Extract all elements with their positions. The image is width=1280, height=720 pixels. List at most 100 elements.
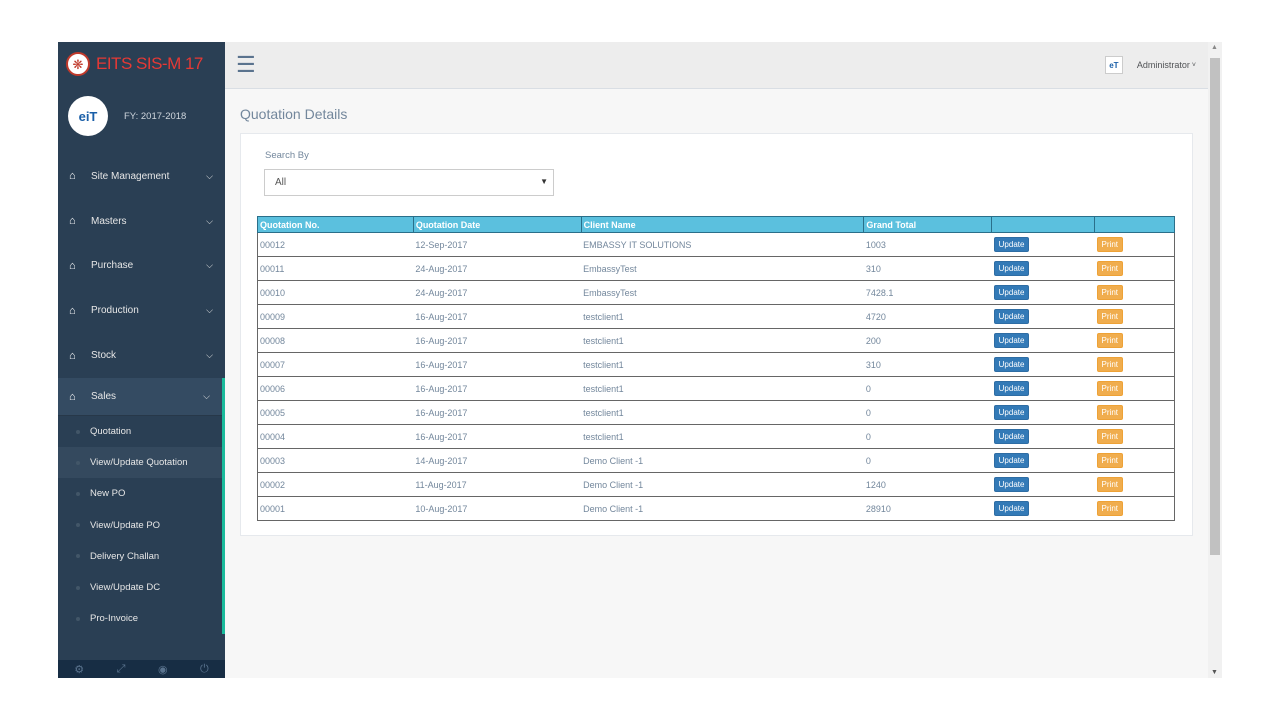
page-title: Quotation Details [240,106,348,122]
app-window: ❋ EITS SIS-M 17 eiT FY: 2017-2018 ⌂ Site… [58,42,1222,678]
print-button[interactable]: Print [1096,357,1123,372]
table-cell: Print [1094,304,1175,329]
column-header[interactable]: Client Name [580,216,865,233]
table-cell: Print [1094,400,1175,425]
lock-icon[interactable]: ◉ [157,663,168,676]
update-button[interactable]: Update [993,429,1030,444]
table-cell: 00012 [257,232,414,257]
table-cell: 12-Sep-2017 [413,232,582,257]
power-icon[interactable]: ⏻ [200,662,209,675]
home-icon: ⌂ [69,390,76,403]
update-button[interactable]: Update [993,237,1030,252]
column-header[interactable]: Quotation Date [412,216,582,233]
quotation-table: Quotation No. Quotation Date Client Name… [257,216,1175,521]
table-row: 00010 24-Aug-2017 EmbassyTest 7428.1 Update P… [257,280,1175,305]
update-button[interactable]: Update [993,285,1030,300]
sidebar-item-production[interactable]: ⌂ Production ⌵ [58,288,225,333]
chevron-down-icon: ⌵ [206,350,213,361]
print-button[interactable]: Print [1096,429,1123,444]
update-button[interactable]: Update [993,357,1030,372]
update-button[interactable]: Update [993,309,1030,324]
table-cell: 00011 [257,256,414,281]
sidebar-item-masters[interactable]: ⌂ Masters ⌵ [58,199,225,244]
table-cell: Update [991,448,1095,473]
print-button[interactable]: Print [1096,477,1123,492]
table-cell: Print [1094,352,1175,377]
print-button[interactable]: Print [1096,309,1123,324]
paw-icon: ❋ [66,52,90,76]
print-button[interactable]: Print [1096,285,1123,300]
table-row: 00004 16-Aug-2017 testclient1 0 Update Print [257,424,1175,449]
brand[interactable]: ❋ EITS SIS-M 17 [58,42,225,86]
submenu-item-quotation[interactable]: Quotation [58,416,222,447]
update-button[interactable]: Update [993,333,1030,348]
bullet-icon [76,585,80,590]
update-button[interactable]: Update [993,453,1030,468]
fullscreen-icon[interactable]: ⤢ [116,662,126,675]
sidebar-item-sales[interactable]: ⌂ Sales ⌵ [58,377,225,416]
scroll-up-icon[interactable]: ▲ [1211,44,1218,51]
sidebar-item-label: Stock [91,350,117,362]
settings-icon[interactable]: ⚙ [74,663,85,676]
table-cell: Print [1094,232,1175,257]
column-header[interactable]: Grand Total [863,216,993,233]
submenu-item-pro-invoice[interactable]: Pro-Invoice [58,603,222,634]
table-row: 00003 14-Aug-2017 Demo Client -1 0 Update Pri… [257,448,1175,473]
table-cell: Update [991,376,1095,401]
print-button[interactable]: Print [1096,501,1123,516]
main-content: Quotation Details Search By All ▼ Quotat… [225,89,1208,678]
chevron-down-icon: ⌵ [206,260,213,271]
top-nav: ☰ eT Administrator ˅ [225,42,1208,89]
bullet-icon [76,523,80,528]
table-cell: 00002 [257,472,414,497]
table-body: 00012 12-Sep-2017 EMBASSY IT SOLUTIONS 1003… [257,232,1175,521]
submenu-item-new-po[interactable]: New PO [58,478,222,509]
bullet-icon [76,616,80,621]
print-button[interactable]: Print [1096,405,1123,420]
update-button[interactable]: Update [993,405,1030,420]
print-button[interactable]: Print [1096,381,1123,396]
update-button[interactable]: Update [993,501,1030,516]
table-cell: 10-Aug-2017 [413,496,582,521]
update-button[interactable]: Update [993,261,1030,276]
scroll-down-icon[interactable]: ▼ [1211,669,1218,676]
scroll-thumb[interactable] [1210,58,1220,555]
print-button[interactable]: Print [1096,261,1123,276]
submenu-item-view-update-quotation[interactable]: View/Update Quotation [58,447,222,479]
user-menu[interactable]: eT Administrator ˅ [1104,56,1196,74]
sidebar-item-site-management[interactable]: ⌂ Site Management ⌵ [58,154,225,199]
submenu-item-view-update-dc[interactable]: View/Update DC [58,572,222,603]
table-cell: 0 [863,424,992,449]
page-scrollbar[interactable]: ▲ ▼ [1208,42,1222,678]
home-icon: ⌂ [69,349,76,362]
table-cell: 14-Aug-2017 [413,448,582,473]
table-cell: 16-Aug-2017 [413,400,582,425]
table-cell: 16-Aug-2017 [413,328,582,353]
menu-toggle-icon[interactable]: ☰ [236,52,256,77]
sidebar: ❋ EITS SIS-M 17 eiT FY: 2017-2018 ⌂ Site… [58,42,225,678]
table-cell: Update [991,280,1095,305]
table-cell: Print [1094,472,1175,497]
table-row: 00006 16-Aug-2017 testclient1 0 Update Print [257,376,1175,401]
update-button[interactable]: Update [993,381,1030,396]
table-cell: 11-Aug-2017 [413,472,582,497]
home-icon: ⌂ [69,259,76,272]
search-by-select[interactable]: All ▼ [264,169,554,196]
update-button[interactable]: Update [993,477,1030,492]
column-header[interactable]: Quotation No. [257,216,414,233]
sidebar-item-stock[interactable]: ⌂ Stock ⌵ [58,333,225,378]
submenu-item-view-update-po[interactable]: View/Update PO [58,510,222,541]
table-cell: Update [991,232,1095,257]
sidebar-item-purchase[interactable]: ⌂ Purchase ⌵ [58,244,225,289]
print-button[interactable]: Print [1096,333,1123,348]
user-avatar-icon: eT [1104,56,1123,74]
table-cell: 16-Aug-2017 [413,352,582,377]
print-button[interactable]: Print [1096,237,1123,252]
chevron-down-icon: ⌵ [206,305,213,316]
submenu-item-label: New PO [90,488,126,500]
sidebar-item-label: Sales [91,391,117,403]
search-by-value: All [275,177,287,188]
table-cell: 310 [863,352,992,377]
print-button[interactable]: Print [1096,453,1123,468]
submenu-item-delivery-challan[interactable]: Delivery Challan [58,541,222,572]
